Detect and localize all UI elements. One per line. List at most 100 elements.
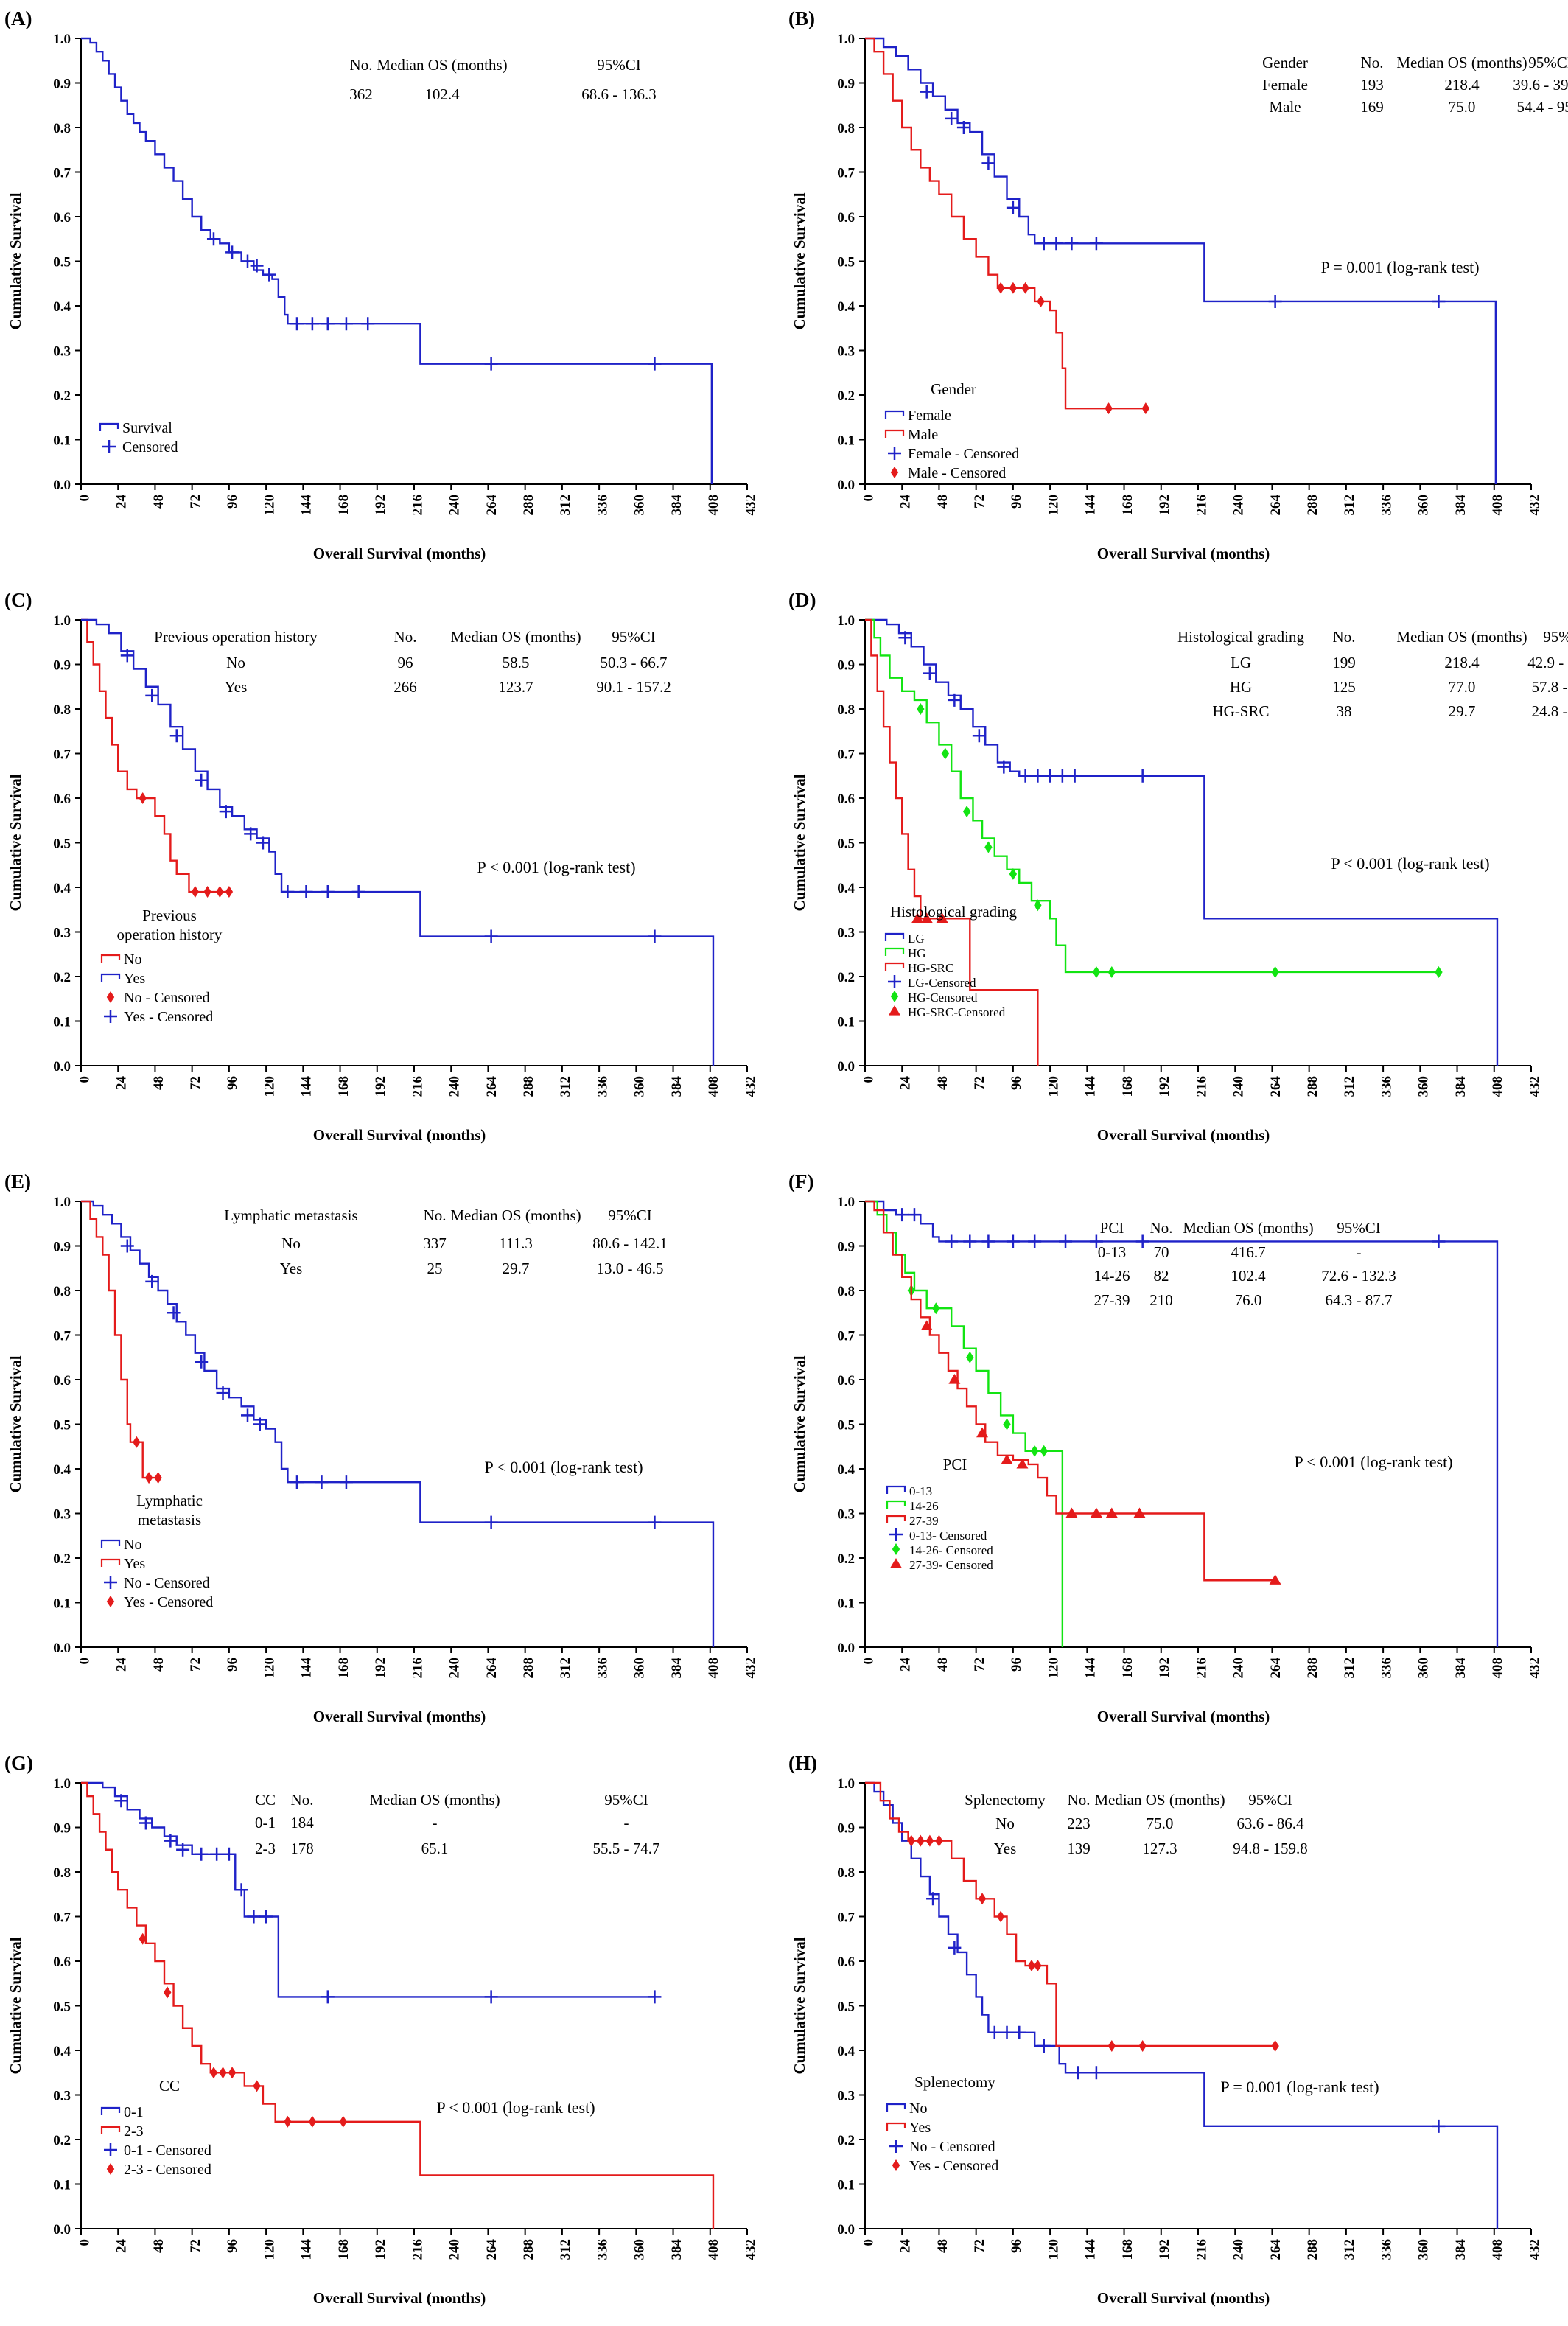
y-tick-label: 1.0 <box>837 613 855 629</box>
y-axis-title: Cumulative Survival <box>791 774 808 911</box>
y-tick-label: 0.0 <box>53 1059 71 1075</box>
legend-label: Male <box>908 427 938 443</box>
censor-mark <box>1089 2066 1103 2080</box>
x-tick-label: 144 <box>299 495 315 516</box>
km-panel-g: (G) 0.0 0.1 0.2 0.3 0.4 0.5 0.6 0.7 0.8 0.9 1.0 0 24 4… <box>0 1744 784 2326</box>
x-tick-label: 384 <box>669 495 685 516</box>
y-tick-label: 0.0 <box>837 478 855 493</box>
stats-header: 95%CI <box>612 628 656 646</box>
y-tick-label: 0.9 <box>53 1821 71 1837</box>
y-tick-label: 0.6 <box>53 210 71 226</box>
stats-cell: 42.9 - 393.9 <box>1527 654 1568 671</box>
km-curve-0-13 <box>865 1200 1499 1647</box>
x-tick-label: 168 <box>1120 495 1135 516</box>
legend: Lymphatic metastasis No Yes No - Censored Yes… <box>100 1492 213 1610</box>
y-tick-label: 0.7 <box>837 1910 855 1926</box>
stats-cell: 72.6 - 132.3 <box>1321 1267 1396 1285</box>
legend-label: 2-3 - Censored <box>124 2162 211 2178</box>
censor-mark <box>1031 769 1045 783</box>
legend-title: operation history <box>117 926 223 943</box>
legend-title: PCI <box>943 1456 967 1473</box>
km-panel-b: (B) 0.0 0.1 0.2 0.3 0.4 0.5 0.6 0.7 0.8 0.9 1.0 0 24 4… <box>784 0 1568 582</box>
stats-cell: 80.6 - 142.1 <box>592 1234 668 1252</box>
stats-cell: 65.1 <box>421 1840 449 1857</box>
censor-mark <box>241 254 254 268</box>
censor-mark <box>1432 1234 1446 1248</box>
censor-mark <box>1107 2039 1116 2052</box>
x-tick-label: 216 <box>410 2239 425 2260</box>
y-tick-label: 0.1 <box>53 1015 71 1030</box>
x-tick-label: 264 <box>1268 2239 1284 2260</box>
y-axis-title: Cumulative Survival <box>791 1937 808 2074</box>
x-tick-label: 336 <box>1379 2239 1394 2260</box>
legend-label: Yes - Censored <box>124 1009 213 1025</box>
x-tick-label: 312 <box>558 1658 573 1679</box>
x-tick-label: 144 <box>299 2239 315 2260</box>
y-tick-label: 1.0 <box>53 1776 71 1792</box>
censor-mark <box>1000 2025 1014 2039</box>
stats-cell: 54.4 - 95.6 <box>1517 98 1568 116</box>
x-tick-label: 144 <box>1083 1076 1099 1097</box>
censor-mark <box>1065 1507 1078 1518</box>
x-tick-label: 24 <box>114 1658 130 1672</box>
x-tick-label: 312 <box>1342 1658 1357 1679</box>
stats-cell: 184 <box>290 1814 314 1831</box>
stats-cell: 90.1 - 157.2 <box>596 678 671 696</box>
censor-mark <box>163 1986 172 1999</box>
y-tick-label: 0.9 <box>53 1240 71 1255</box>
censor-mark <box>225 245 239 259</box>
censor-mark <box>935 1834 943 1847</box>
km-panel-a: (A) 0.0 0.1 0.2 0.3 0.4 0.5 0.6 0.7 0.8 0.9 1.0 0 24 4… <box>0 0 784 582</box>
x-axis-title: Overall Survival (months) <box>1097 1708 1270 1725</box>
x-tick-label: 384 <box>669 1658 685 1679</box>
x-tick-label: 96 <box>1009 495 1024 509</box>
x-tick-label: 432 <box>743 2239 758 2260</box>
censor-mark <box>1090 1507 1102 1518</box>
censor-mark <box>907 1834 915 1847</box>
censor-mark <box>1107 965 1116 978</box>
stats-cell: LG <box>1231 654 1251 671</box>
stats-cell: HG <box>1230 678 1252 696</box>
km-curve-male <box>865 37 1146 410</box>
x-tick-label: 96 <box>1009 1076 1024 1090</box>
x-tick-label: 288 <box>1305 495 1320 516</box>
km-chart-svg: (E) 0.0 0.1 0.2 0.3 0.4 0.5 0.6 0.7 0.8 0.9 1.0 0 24 4… <box>4 1170 758 1725</box>
y-tick-label: 1.0 <box>53 32 71 47</box>
p-value-text: P = 0.001 (log-rank test) <box>1320 258 1479 276</box>
y-tick-label: 0.7 <box>53 166 71 181</box>
y-tick-label: 0.6 <box>53 1955 71 1970</box>
x-tick-label: 72 <box>972 495 987 509</box>
stats-cell: 123.7 <box>498 678 533 696</box>
censor-mark <box>1065 237 1079 251</box>
y-tick-label: 0.3 <box>837 344 855 360</box>
stats-cell: 82 <box>1154 1267 1169 1285</box>
stats-cell: 127.3 <box>1142 1840 1177 1857</box>
censor-mark <box>1071 2066 1085 2080</box>
x-tick-label: 24 <box>898 1076 914 1091</box>
p-value-text: P = 0.001 (log-rank test) <box>1220 2078 1379 2096</box>
stats-cell: 58.5 <box>503 654 530 671</box>
y-tick-label: 0.5 <box>837 2000 855 2015</box>
stats-header: Median OS (months) <box>1183 1219 1313 1237</box>
x-tick-label: 288 <box>1305 1076 1320 1097</box>
censor-mark <box>648 929 662 943</box>
stats-cell: 0-13 <box>1098 1243 1127 1261</box>
censor-mark <box>1269 1574 1281 1585</box>
legend-swatch <box>888 447 901 460</box>
legend-swatch <box>886 2122 906 2131</box>
stats-cell: 169 <box>1360 98 1384 116</box>
y-tick-label: 0.6 <box>53 1373 71 1389</box>
x-tick-label: 240 <box>447 1076 463 1097</box>
y-tick-label: 0.4 <box>837 881 855 896</box>
y-axis-title: Cumulative Survival <box>7 1355 24 1492</box>
censor-mark <box>920 912 933 923</box>
censor-mark <box>920 85 934 99</box>
x-tick-label: 240 <box>1231 2239 1247 2260</box>
censor-mark <box>209 2067 218 2079</box>
y-tick-label: 0.4 <box>837 1462 855 1478</box>
censor-mark <box>290 317 304 331</box>
censor-mark <box>1012 2025 1026 2039</box>
y-tick-label: 0.7 <box>837 747 855 763</box>
y-tick-label: 0.8 <box>53 1865 71 1881</box>
x-tick-label: 72 <box>188 1076 203 1090</box>
